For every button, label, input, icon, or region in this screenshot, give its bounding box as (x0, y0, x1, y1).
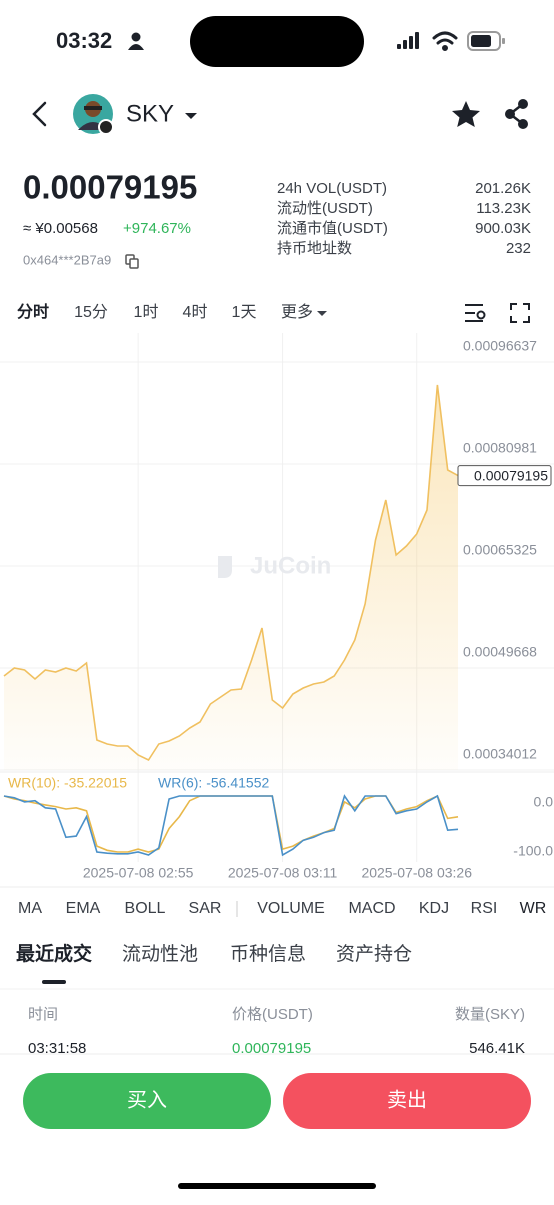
watermark-logo (218, 556, 232, 578)
section-tab[interactable]: 资产持仓 (336, 943, 412, 965)
section-tab[interactable]: 流动性池 (122, 943, 198, 965)
active-tab-indicator (42, 980, 66, 984)
chart-background (0, 333, 554, 773)
stat-value: 113.23K (476, 200, 531, 217)
interval-tab[interactable]: 1时 (134, 303, 159, 321)
dynamic-island (190, 16, 364, 67)
symbol-dropdown[interactable] (185, 113, 197, 119)
x-tick-label: 2025-07-08 03:26 (361, 865, 472, 881)
price-area (4, 385, 458, 770)
y-tick-label: 0.00096637 (463, 338, 537, 354)
y-tick-label: -100.0 (513, 843, 553, 859)
token-symbol[interactable]: SKY (126, 100, 174, 127)
y-tick-label: 0.00049668 (463, 644, 537, 660)
signal-icon (397, 32, 419, 49)
home-indicator (178, 1183, 376, 1189)
trade-time: 03:31:58 (28, 1040, 86, 1057)
interval-tab[interactable]: 更多 (281, 303, 313, 321)
chart-settings-icon[interactable] (465, 304, 486, 322)
y-tick-label: 0.00034012 (463, 746, 537, 762)
last-price-box (457, 465, 552, 487)
indicator-tab[interactable]: MACD (348, 900, 395, 917)
section-tab[interactable]: 币种信息 (230, 943, 306, 965)
legend-entry: WR(6): -56.41552 (158, 775, 269, 791)
last-price-label: 0.00079195 (474, 467, 548, 483)
legend-entry: WR(10): -35.22015 (8, 775, 127, 791)
buy-button[interactable] (23, 1073, 271, 1129)
indicator-tab[interactable]: VOLUME (257, 900, 325, 917)
column-header: 时间 (28, 1006, 58, 1023)
indicator-tab[interactable]: RSI (471, 900, 498, 917)
token-avatar[interactable] (73, 94, 114, 135)
indicator-tab[interactable]: SAR (189, 900, 222, 917)
trade-price: 0.00079195 (232, 1040, 311, 1057)
y-tick-label: 0.00080981 (463, 440, 537, 456)
indicator-tab[interactable]: WR (520, 900, 547, 917)
x-tick-label: 2025-07-08 03:11 (228, 865, 338, 881)
column-header: 价格(USDT) (232, 1006, 313, 1023)
interval-tab[interactable]: 1天 (232, 304, 257, 321)
stat-label: 流通市值(USDT) (277, 220, 388, 237)
sell-button[interactable] (283, 1073, 531, 1129)
y-tick-label: 0.0 (534, 794, 554, 810)
stat-value: 232 (506, 240, 531, 257)
share-button[interactable] (505, 99, 528, 129)
indicator-tab[interactable]: MA (18, 900, 42, 917)
indicator-tab[interactable]: EMA (66, 900, 101, 917)
section-tab[interactable]: 最近成交 (16, 942, 92, 965)
buy-label[interactable]: 买入 (127, 1089, 167, 1111)
contract-address: 0x464***2B7a9 (23, 252, 111, 267)
indicator-tab[interactable]: BOLL (125, 900, 166, 917)
more-caret[interactable] (317, 311, 327, 316)
x-tick-label: 2025-07-08 02:55 (83, 865, 194, 881)
stat-label: 持币地址数 (277, 240, 352, 257)
stat-value: 201.26K (475, 180, 531, 197)
price-cny: ≈ ¥0.00568 (23, 220, 98, 237)
y-tick-label: 0.00065325 (463, 542, 537, 558)
copy-icon[interactable] (125, 254, 139, 269)
price-change: +974.67% (123, 220, 191, 237)
trade-amount: 546.41K (469, 1040, 525, 1057)
stats: 24h VOL(USDT) 201.26K 流动性(USDT) 113.23K … (277, 180, 531, 257)
indicator-tab[interactable]: KDJ (419, 900, 449, 917)
last-price: 0.00079195 (23, 169, 197, 206)
sell-label[interactable]: 卖出 (387, 1088, 427, 1111)
status-time: 03:32 (56, 28, 112, 53)
wifi-icon (432, 31, 458, 51)
stat-value: 900.03K (475, 220, 531, 237)
interval-tab[interactable]: 分时 (17, 303, 49, 321)
interval-tab[interactable]: 15分 (74, 303, 108, 321)
battery-icon (467, 31, 505, 51)
watermark: JuCoin (250, 552, 331, 579)
column-header: 数量(SKY) (455, 1006, 525, 1023)
stat-label: 流动性(USDT) (277, 200, 373, 217)
stat-label: 24h VOL(USDT) (277, 180, 387, 197)
back-button[interactable] (32, 101, 47, 127)
fullscreen-icon[interactable] (510, 303, 530, 323)
wr-line (3, 794, 459, 857)
price-line (3, 384, 459, 762)
status-person-icon (128, 32, 144, 50)
favorite-button[interactable] (452, 101, 480, 127)
interval-tab[interactable]: 4时 (183, 303, 208, 321)
price-chart: 0.00096637 0.00080981 0.00065325 0.00049668… (0, 333, 554, 881)
